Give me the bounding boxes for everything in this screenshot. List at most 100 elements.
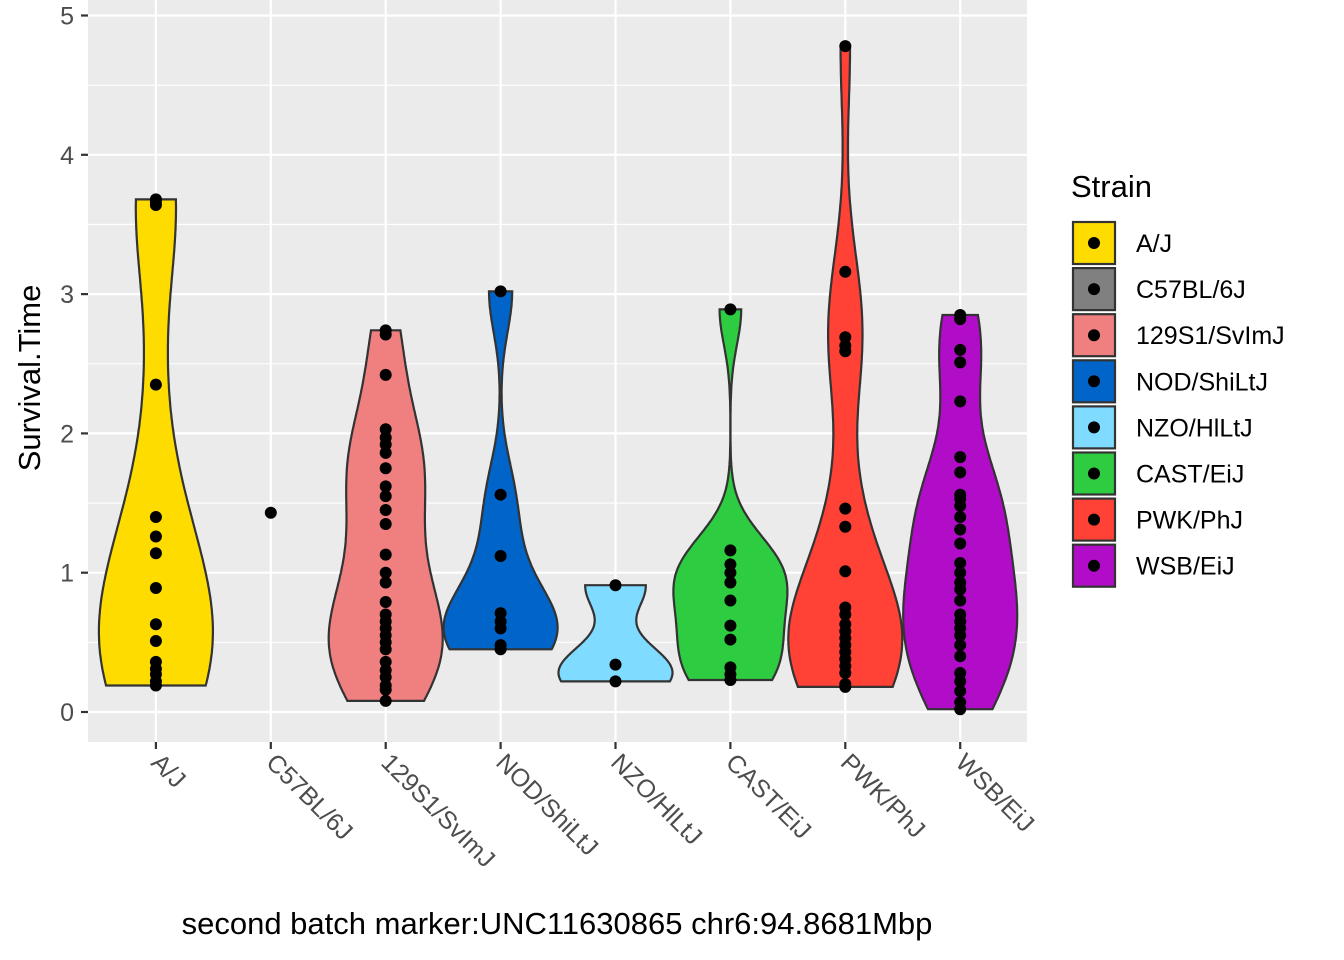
x-tick-label: A/J	[146, 748, 191, 793]
point-nzo-hlltj	[610, 659, 622, 671]
point-nzo-hlltj	[610, 675, 622, 687]
point-wsb-eij	[954, 524, 966, 536]
point-wsb-eij	[954, 489, 966, 501]
legend-item: A/J	[1073, 222, 1172, 264]
point-nod-shiltj	[495, 489, 507, 501]
point-pwk-phj	[839, 678, 851, 690]
point-a-j	[150, 582, 162, 594]
point-129s1-svimj	[380, 480, 392, 492]
point-129s1-svimj	[380, 549, 392, 561]
legend-label: C57BL/6J	[1136, 276, 1246, 304]
x-tick-label: WSB/EiJ	[950, 748, 1040, 838]
y-axis-title: Survival.Time	[12, 285, 47, 472]
point-cast-eij	[724, 595, 736, 607]
y-tick-label: 2	[60, 420, 74, 448]
point-a-j	[150, 511, 162, 523]
x-tick-label: PWK/PhJ	[835, 748, 930, 843]
point-nzo-hlltj	[610, 579, 622, 591]
legend-label: WSB/EiJ	[1136, 553, 1235, 581]
point-pwk-phj	[839, 266, 851, 278]
point-cast-eij	[724, 661, 736, 673]
y-tick-label: 5	[60, 3, 74, 31]
point-wsb-eij	[954, 696, 966, 708]
point-pwk-phj	[839, 602, 851, 614]
legend-item: WSB/EiJ	[1073, 545, 1235, 587]
point-pwk-phj	[839, 503, 851, 515]
x-tick-label: C57BL/6J	[261, 748, 358, 845]
legend-label: A/J	[1136, 230, 1172, 258]
legend-item: NZO/HlLtJ	[1073, 406, 1253, 448]
point-nod-shiltj	[495, 639, 507, 651]
x-axis-title: second batch marker:UNC11630865 chr6:94.…	[182, 906, 933, 941]
legend-key-point	[1088, 514, 1100, 526]
legend-key-point	[1088, 283, 1100, 295]
point-a-j	[150, 547, 162, 559]
x-tick-label: NZO/HlLtJ	[605, 748, 707, 850]
x-tick-label: CAST/EiJ	[720, 748, 816, 844]
point-a-j	[150, 379, 162, 391]
point-nod-shiltj	[495, 285, 507, 297]
point-cast-eij	[724, 303, 736, 315]
point-129s1-svimj	[380, 504, 392, 516]
point-129s1-svimj	[380, 324, 392, 336]
point-pwk-phj	[839, 331, 851, 343]
legend-item: PWK/PhJ	[1073, 499, 1243, 541]
point-wsb-eij	[954, 537, 966, 549]
legend-item: C57BL/6J	[1073, 268, 1246, 310]
point-129s1-svimj	[380, 462, 392, 474]
point-129s1-svimj	[380, 518, 392, 530]
y-axis: 0 1 2 3 4 5	[60, 3, 88, 728]
point-a-j	[150, 530, 162, 542]
legend-label: NZO/HlLtJ	[1136, 414, 1253, 442]
point-nod-shiltj	[495, 607, 507, 619]
point-wsb-eij	[954, 466, 966, 478]
legend-key-point	[1088, 421, 1100, 433]
point-wsb-eij	[954, 608, 966, 620]
legend-item: NOD/ShiLtJ	[1073, 360, 1268, 402]
legend-item: CAST/EiJ	[1073, 453, 1244, 495]
legend-label: PWK/PhJ	[1136, 507, 1243, 535]
x-tick-label: NOD/ShiLtJ	[490, 748, 603, 861]
legend-label: 129S1/SvImJ	[1136, 322, 1285, 350]
point-a-j	[150, 635, 162, 647]
point-wsb-eij	[954, 309, 966, 321]
point-cast-eij	[724, 620, 736, 632]
point-wsb-eij	[954, 344, 966, 356]
legend-title: Strain	[1071, 169, 1152, 204]
point-pwk-phj	[839, 521, 851, 533]
point-nod-shiltj	[495, 550, 507, 562]
point-pwk-phj	[839, 40, 851, 52]
legend: Strain A/J C57BL/6J 129S1/SvImJ NOD/ShiLtJ N…	[1071, 169, 1285, 587]
legend-key-point	[1088, 560, 1100, 572]
x-tick-label: 129S1/SvImJ	[375, 748, 500, 873]
legend-key-point	[1088, 237, 1100, 249]
point-wsb-eij	[954, 557, 966, 569]
legend-key-point	[1088, 468, 1100, 480]
point-wsb-eij	[954, 511, 966, 523]
legend-items: A/J C57BL/6J 129S1/SvImJ NOD/ShiLtJ NZO/HlLt…	[1073, 222, 1285, 587]
point-129s1-svimj	[380, 656, 392, 668]
point-wsb-eij	[954, 667, 966, 679]
point-129s1-svimj	[380, 695, 392, 707]
legend-key-point	[1088, 375, 1100, 387]
point-wsb-eij	[954, 356, 966, 368]
point-wsb-eij	[954, 451, 966, 463]
point-wsb-eij	[954, 595, 966, 607]
point-129s1-svimj	[380, 423, 392, 435]
point-cast-eij	[724, 544, 736, 556]
legend-item: 129S1/SvImJ	[1073, 314, 1285, 356]
y-tick-label: 0	[60, 699, 74, 727]
legend-label: NOD/ShiLtJ	[1136, 368, 1268, 396]
x-axis: A/J C57BL/6J 129S1/SvImJNOD/ShiLtJ NZO/HlLt…	[146, 742, 1040, 873]
point-129s1-svimj	[380, 596, 392, 608]
point-129s1-svimj	[380, 567, 392, 579]
point-wsb-eij	[954, 650, 966, 662]
point-pwk-phj	[839, 565, 851, 577]
point-cast-eij	[724, 558, 736, 570]
point-129s1-svimj	[380, 608, 392, 620]
legend-key-point	[1088, 329, 1100, 341]
point-wsb-eij	[954, 395, 966, 407]
y-tick-label: 3	[60, 281, 74, 309]
y-tick-label: 4	[60, 142, 74, 170]
